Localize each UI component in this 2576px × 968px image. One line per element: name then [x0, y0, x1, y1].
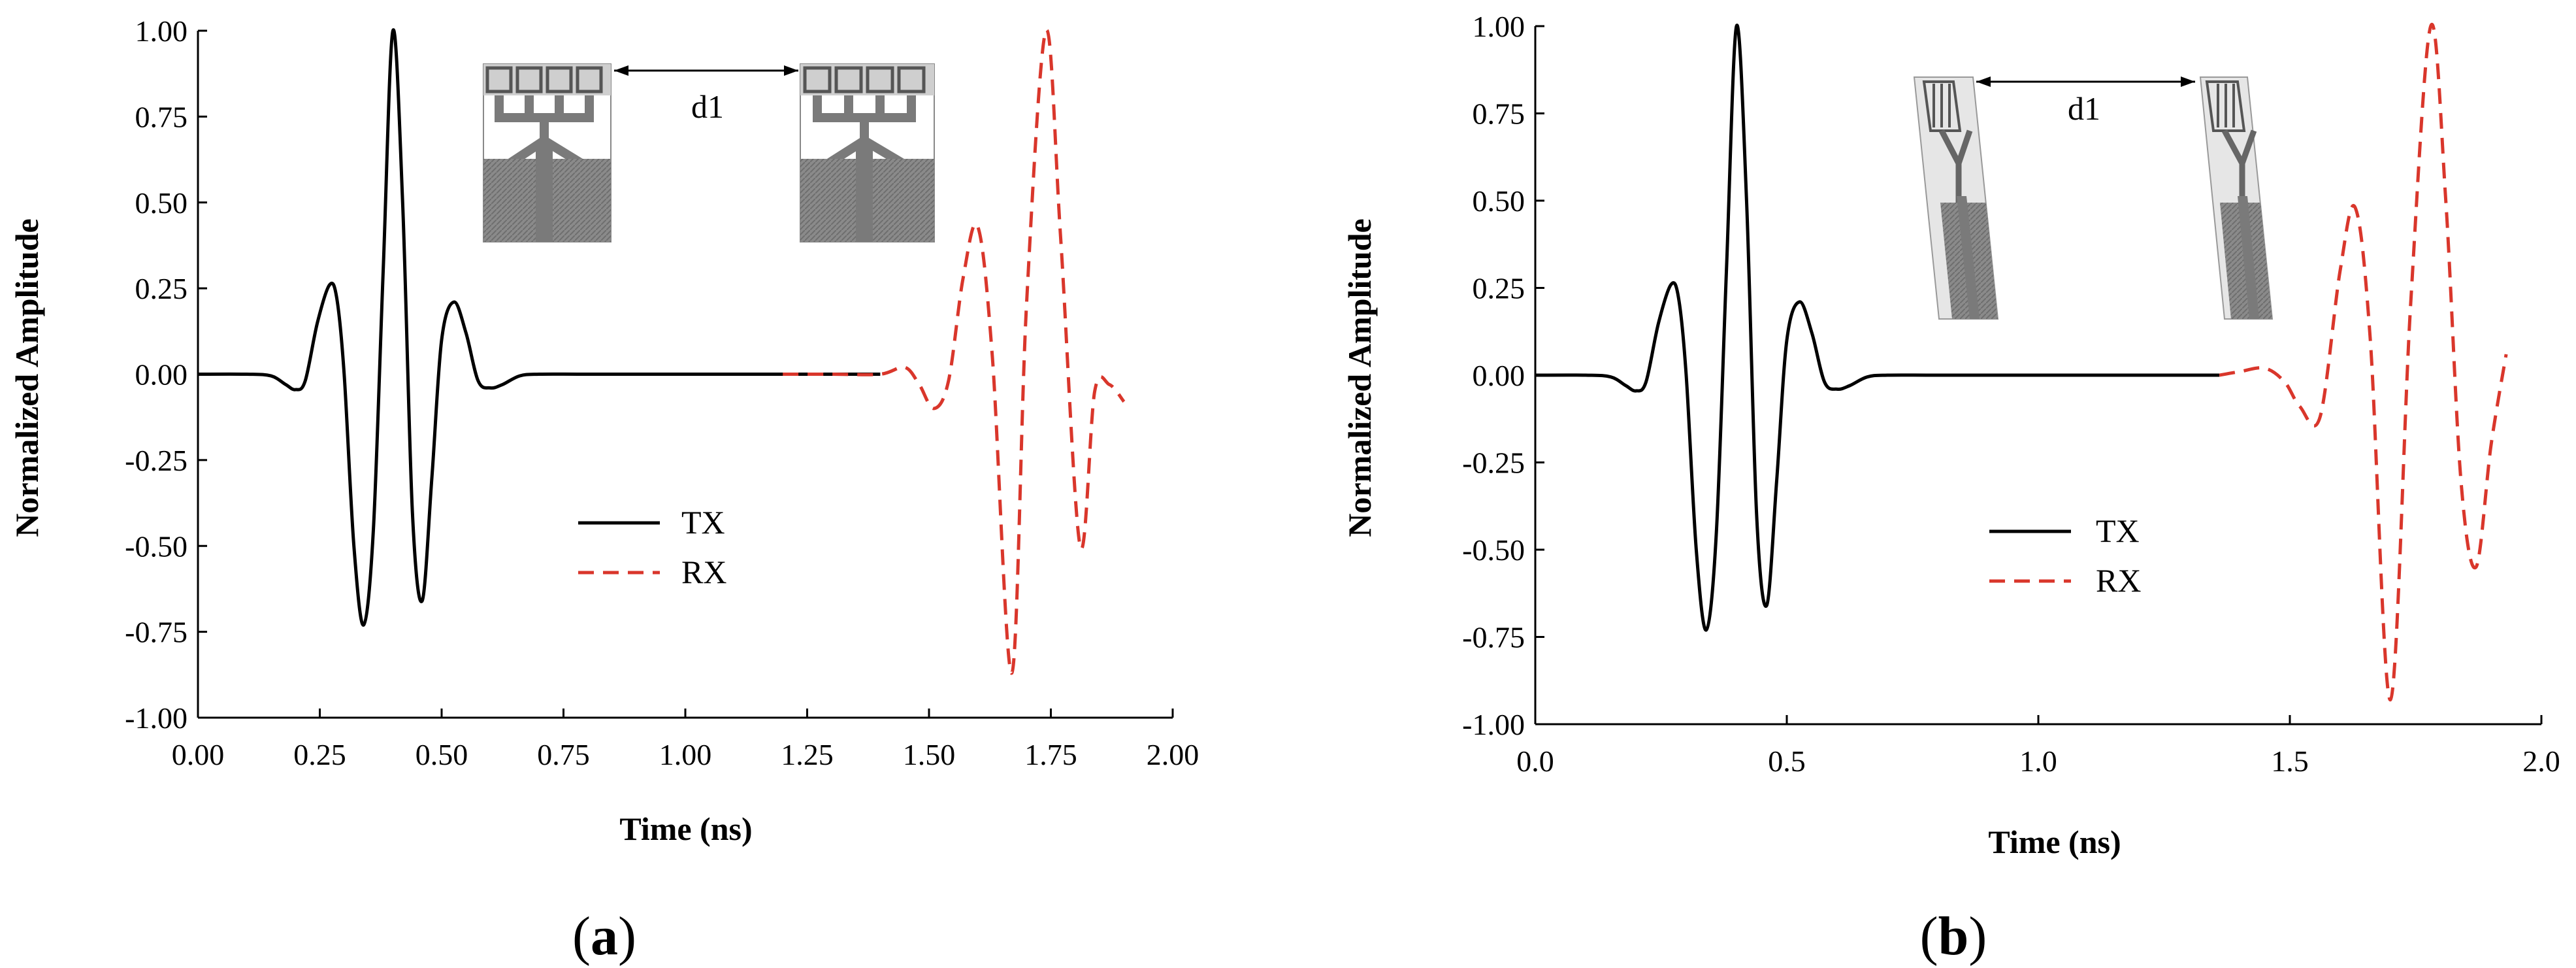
- series-tx-line-b: [1535, 24, 2220, 632]
- panel-a: 1.00 0.75 0.50 0.25 0.00 -0.25 -0.50 -0.75 -1.00…: [8, 14, 1199, 967]
- y-axis-title-a: Normalized Amplitude: [8, 218, 45, 537]
- x-tick-label: 1.5: [2271, 744, 2309, 778]
- x-tick-label: 1.25: [781, 738, 834, 771]
- x-axis-title-a: Time (ns): [619, 810, 752, 847]
- y-tick-label: 0.75: [1473, 97, 1525, 131]
- y-tick-label: -1.00: [125, 701, 187, 735]
- antenna-icon-rx-b: [2199, 76, 2274, 320]
- legend-rx-label-b: RX: [2096, 562, 2141, 599]
- y-tick-label: -0.75: [125, 616, 187, 649]
- x-tick-label: 0.75: [537, 738, 590, 771]
- series-tx-line-a: [197, 28, 881, 627]
- y-tick-label: 0.50: [135, 186, 188, 220]
- y-tick-label: 1.00: [135, 14, 188, 48]
- legend-b: TX RX: [1989, 512, 2141, 599]
- distance-label-b: d1: [2068, 90, 2100, 127]
- y-tick-label: -1.00: [1462, 708, 1525, 741]
- x-tick-label: 2.0: [2522, 744, 2560, 778]
- y-tick-label: 0.25: [135, 272, 188, 305]
- y-tick-label: -0.50: [125, 529, 187, 563]
- antenna-icon-rx-a: [800, 63, 935, 242]
- y-tick-label: 0.00: [135, 358, 188, 392]
- y-tick-label: -0.25: [1462, 446, 1525, 480]
- legend-tx-label-b: TX: [2096, 512, 2140, 549]
- distance-arrow-a: [614, 65, 798, 76]
- x-tick-label: 0.25: [293, 738, 346, 771]
- x-tick-label: 1.75: [1024, 738, 1077, 771]
- panel-label-a: (a): [572, 906, 636, 967]
- y-tick-label: -0.25: [125, 444, 187, 477]
- panel-b: 1.00 0.75 0.50 0.25 0.00 -0.25 -0.50 -0.75 -1.00…: [1341, 10, 2560, 967]
- antenna-icon-tx-a: [483, 63, 611, 242]
- plot-area-a: 1.00 0.75 0.50 0.25 0.00 -0.25 -0.50 -0.75 -1.00…: [125, 14, 1199, 771]
- antenna-inset-a: d1: [483, 63, 935, 242]
- x-tick-label: 1.00: [659, 738, 712, 771]
- x-tick-label: 1.0: [2019, 744, 2057, 778]
- y-tick-label: -0.75: [1462, 621, 1525, 654]
- distance-label-a: d1: [691, 88, 724, 125]
- x-tick-label: 0.5: [1768, 744, 1806, 778]
- y-axis-title-b: Normalized Amplitude: [1341, 218, 1378, 537]
- x-axis-title-b: Time (ns): [1988, 824, 2121, 860]
- y-tick-label: 0.25: [1473, 272, 1525, 305]
- x-tick-label: 0.50: [416, 738, 468, 771]
- legend-rx-label-a: RX: [681, 554, 726, 590]
- distance-arrow-b: [1976, 76, 2195, 87]
- y-tick-label: 0.00: [1473, 359, 1525, 392]
- y-tick-label: 1.00: [1473, 10, 1525, 43]
- panel-label-b: (b): [1920, 906, 1987, 967]
- legend-tx-label-a: TX: [681, 504, 725, 541]
- x-tick-label: 0.00: [172, 738, 225, 771]
- y-tick-label: -0.50: [1462, 533, 1525, 567]
- legend-a: TX RX: [578, 504, 726, 590]
- y-tick-label: 0.50: [1473, 184, 1525, 218]
- series-rx-line-a: [783, 28, 1126, 675]
- x-tick-label: 0.0: [1516, 744, 1554, 778]
- x-tick-label: 1.50: [903, 738, 956, 771]
- series-rx-line-b: [2219, 22, 2508, 702]
- antenna-icon-tx-b: [1913, 76, 1999, 320]
- y-tick-label: 0.75: [135, 100, 188, 133]
- antenna-inset-b: d1: [1913, 76, 2274, 320]
- x-tick-label: 2.00: [1147, 738, 1199, 771]
- plot-area-b: 1.00 0.75 0.50 0.25 0.00 -0.25 -0.50 -0.75 -1.00…: [1462, 10, 2560, 778]
